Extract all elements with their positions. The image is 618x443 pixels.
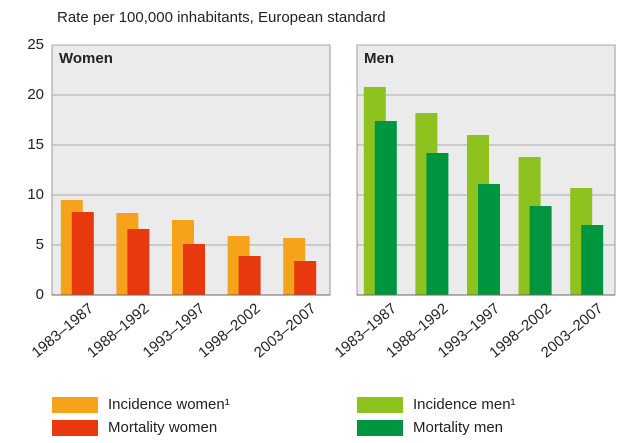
legend-swatch [357, 420, 403, 436]
bar [426, 153, 449, 295]
legend-label: Mortality women [108, 419, 217, 436]
bar [238, 256, 261, 295]
bar [581, 225, 604, 295]
y-tick-label: 20 [27, 86, 44, 103]
legend-swatch [357, 397, 403, 413]
y-tick-label: 0 [36, 286, 44, 303]
y-axis-label: Rate per 100,000 inhabitants, European s… [57, 9, 386, 26]
bar [71, 212, 94, 295]
legend-label: Incidence men¹ [413, 396, 516, 413]
legend-swatch [52, 397, 98, 413]
x-tick-label: 2003–2007 [251, 300, 319, 361]
bar [529, 206, 552, 295]
y-tick-label: 25 [27, 36, 44, 53]
bar [127, 229, 150, 295]
bar [374, 121, 397, 295]
bar [294, 261, 317, 295]
bar [183, 244, 205, 295]
legend-label: Mortality men [413, 419, 503, 436]
legend-label: Incidence women¹ [108, 396, 230, 413]
panel-title: Men [364, 50, 394, 67]
panel-title: Women [59, 50, 113, 67]
legend-swatch [52, 420, 98, 436]
y-tick-label: 15 [27, 136, 44, 153]
y-tick-label: 10 [27, 186, 44, 203]
bar [478, 184, 500, 295]
y-tick-label: 5 [36, 236, 44, 253]
